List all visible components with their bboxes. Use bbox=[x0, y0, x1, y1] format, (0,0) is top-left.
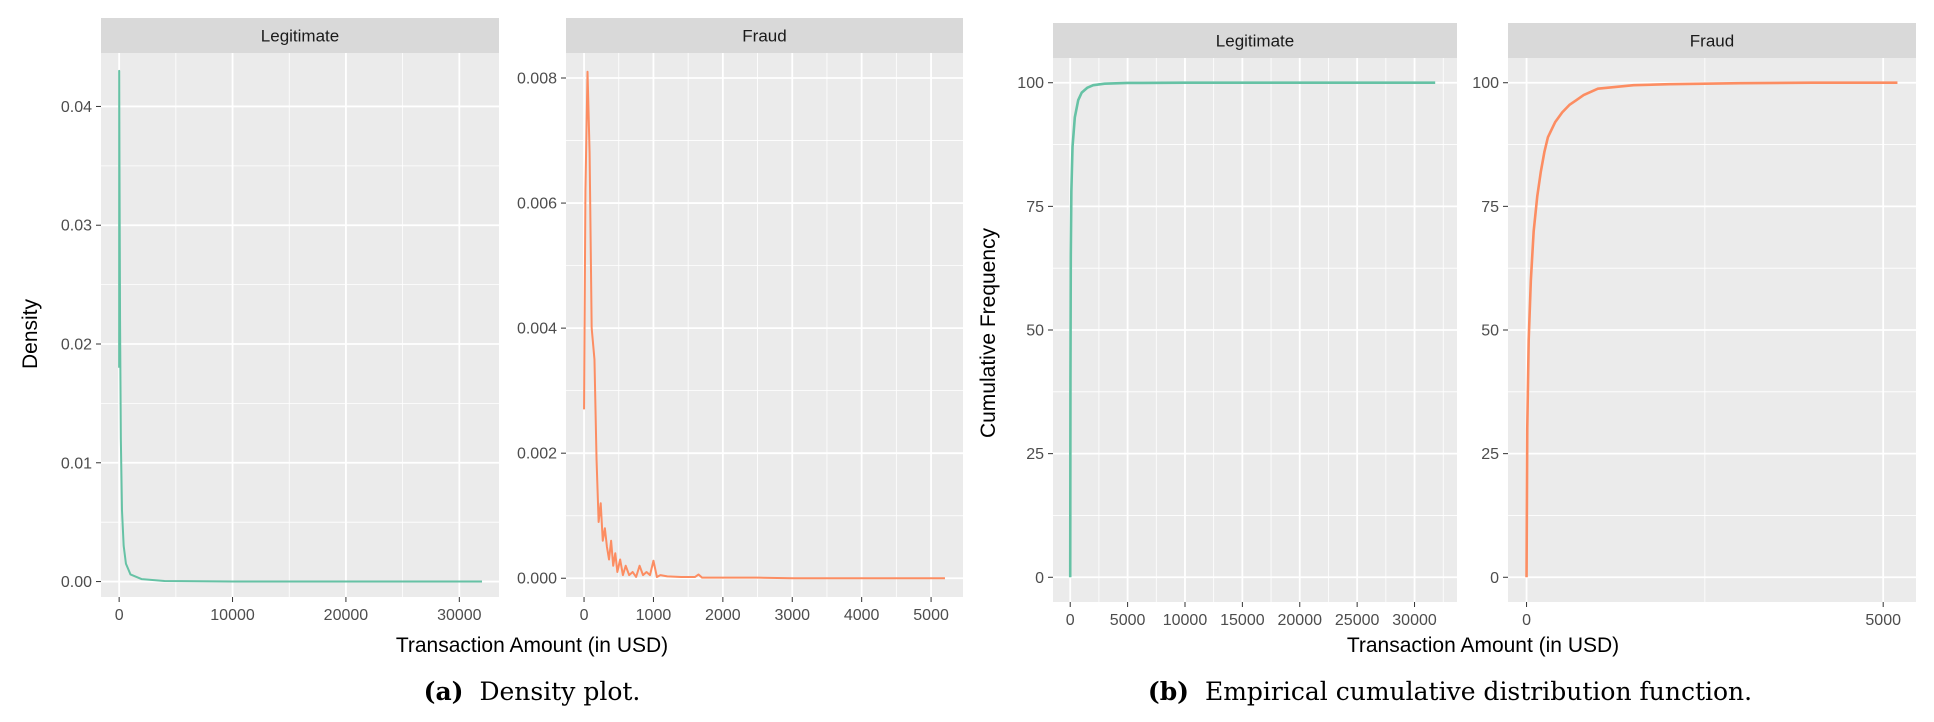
series-line-legitimate bbox=[118, 69, 482, 583]
facet-strip-label: Legitimate bbox=[1216, 32, 1294, 51]
caption-a-text: Density plot. bbox=[479, 677, 640, 706]
x-tick-label: 30000 bbox=[437, 607, 482, 624]
panel-0-1: Fraud 0.000 0.002 0.004 0.006 0.008 0 1000 2000 3… bbox=[517, 18, 963, 624]
x-tick-label: 1000 bbox=[636, 607, 672, 624]
y-tick-label: 0 bbox=[1490, 570, 1499, 587]
x-tick-label: 5000 bbox=[913, 607, 949, 624]
x-tick-label: 30000 bbox=[1392, 612, 1437, 629]
panel-0-0: Legitimate 0.00 0.01 0.02 0.03 0.04 0 10000 2000… bbox=[61, 18, 499, 624]
x-tick-label: 15000 bbox=[1220, 612, 1265, 629]
panel-background bbox=[566, 53, 963, 597]
facet-strip bbox=[1508, 23, 1916, 58]
x-tick-label: 0 bbox=[115, 607, 124, 624]
x-tick-label: 25000 bbox=[1335, 612, 1380, 629]
y-tick-label: 0.004 bbox=[517, 321, 557, 338]
y-tick-label: 0.008 bbox=[517, 71, 557, 88]
chart-labels: Density Transaction Amount (in USD) Cumu… bbox=[19, 227, 1619, 657]
y-tick-label: 0.002 bbox=[517, 446, 557, 463]
y-tick-label: 25 bbox=[1026, 446, 1044, 463]
y-tick-label: 25 bbox=[1481, 446, 1499, 463]
y-tick-label: 100 bbox=[1472, 75, 1499, 92]
facet-strip bbox=[1053, 23, 1457, 58]
x-tick-label: 5000 bbox=[1110, 612, 1146, 629]
caption-b-text: Empirical cumulative distribution functi… bbox=[1205, 677, 1752, 706]
y-tick-label: 50 bbox=[1026, 323, 1044, 340]
facet-strip bbox=[101, 18, 499, 53]
x-tick-label: 4000 bbox=[844, 607, 880, 624]
x-tick-label: 10000 bbox=[210, 607, 255, 624]
y-tick-label: 75 bbox=[1481, 199, 1499, 216]
y-tick-label: 0.03 bbox=[61, 218, 92, 235]
x-tick-label: 20000 bbox=[324, 607, 369, 624]
x-tick-label: 2000 bbox=[705, 607, 741, 624]
svg-text:(a) Density plot.: (a) Density plot. bbox=[424, 677, 641, 706]
x-tick-label: 0 bbox=[1522, 612, 1531, 629]
y-tick-label: 75 bbox=[1026, 199, 1044, 216]
y-tick-label: 0.01 bbox=[61, 455, 92, 472]
y-tick-label: 0.04 bbox=[61, 99, 92, 116]
facet-strip-label: Fraud bbox=[742, 27, 786, 46]
caption-b-label: (b) bbox=[1148, 677, 1189, 706]
x-tick-label: 3000 bbox=[774, 607, 810, 624]
series-line-fraud bbox=[1525, 81, 1898, 578]
svg-text:(b) Empirical cumulative: (b) Empirical cumulative distribution fu… bbox=[1148, 677, 1752, 706]
y-tick-label: 100 bbox=[1017, 75, 1044, 92]
x-tick-label: 10000 bbox=[1163, 612, 1208, 629]
panel-background bbox=[101, 53, 499, 597]
ecdf-axis-title: Cumulative Frequency bbox=[977, 227, 1000, 438]
caption-a: (a) Density plot. bbox=[424, 677, 641, 706]
facet-strip-label: Legitimate bbox=[261, 27, 339, 46]
caption-b: (b) Empirical cumulative distribution fu… bbox=[1148, 677, 1752, 706]
x-tick-label: 20000 bbox=[1278, 612, 1323, 629]
density-x-axis-title: Transaction Amount (in USD) bbox=[396, 634, 668, 657]
y-tick-label: 0 bbox=[1035, 570, 1044, 587]
x-tick-label: 0 bbox=[580, 607, 589, 624]
y-tick-label: 50 bbox=[1481, 323, 1499, 340]
y-tick-label: 0.000 bbox=[517, 571, 557, 588]
series-line-fraud bbox=[583, 70, 945, 580]
facet-strip-label: Fraud bbox=[1690, 32, 1734, 51]
panel-1-0: Legitimate 0 25 50 75 100 0 5000 10000 15000 20000… bbox=[1017, 23, 1457, 629]
series-line-legitimate bbox=[1068, 81, 1436, 578]
y-tick-label: 0.006 bbox=[517, 196, 557, 213]
y-tick-label: 0.02 bbox=[61, 337, 92, 354]
ecdf-x-axis-title: Transaction Amount (in USD) bbox=[1347, 634, 1619, 657]
panel-1-1: Fraud 0 25 50 75 100 0 5000 bbox=[1472, 23, 1916, 629]
facet-strip bbox=[566, 18, 963, 53]
density-axis-title: Density bbox=[19, 298, 42, 369]
caption-a-label: (a) bbox=[424, 677, 464, 706]
x-tick-label: 0 bbox=[1066, 612, 1075, 629]
y-tick-label: 0.00 bbox=[61, 574, 92, 591]
x-tick-label: 5000 bbox=[1865, 612, 1901, 629]
